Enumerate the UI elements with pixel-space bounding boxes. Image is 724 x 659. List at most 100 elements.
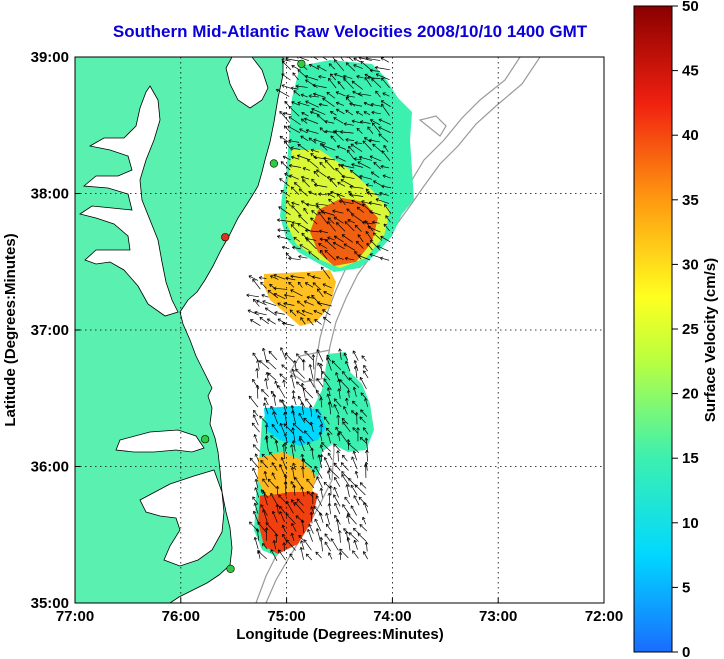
velocity-arrow: [322, 309, 331, 316]
velocity-arrow-head: [323, 156, 327, 161]
velocity-arrow-head: [360, 409, 364, 413]
velocity-arrow-head: [334, 502, 338, 507]
velocity-arrow-head: [329, 73, 334, 77]
velocity-arrow-head: [348, 377, 353, 381]
velocity-arrow-head: [252, 444, 257, 448]
velocity-arrow: [296, 300, 305, 307]
velocity-arrow-head: [383, 223, 387, 227]
velocity-arrow: [274, 312, 285, 315]
velocity-arrow: [262, 348, 268, 363]
velocity-arrow: [367, 226, 381, 233]
y-tick-label: 35:00: [31, 595, 69, 612]
velocity-arrow: [339, 431, 348, 443]
velocity-arrow: [380, 257, 390, 261]
velocity-arrow-head: [349, 185, 353, 189]
velocity-arrow: [289, 165, 302, 168]
velocity-arrow-head: [285, 513, 289, 517]
velocity-arrow-head: [301, 459, 306, 463]
velocity-arrow-head: [290, 444, 294, 448]
velocity-arrow-head: [369, 119, 374, 123]
velocity-arrow: [336, 518, 340, 531]
velocity-arrow-head: [355, 111, 360, 115]
velocity-arrow-head: [368, 201, 372, 205]
velocity-arrow: [334, 502, 341, 515]
velocity-arrow-head: [304, 117, 308, 122]
velocity-arrow: [291, 156, 300, 160]
velocity-arrow: [270, 435, 278, 442]
velocity-arrow: [336, 102, 345, 106]
velocity-arrow-head: [353, 365, 358, 370]
velocity-arrow: [316, 205, 326, 215]
velocity-arrow: [249, 457, 260, 469]
velocity-arrow-head: [279, 505, 283, 510]
velocity-arrow-head: [266, 318, 271, 322]
velocity-arrow-head: [306, 295, 310, 300]
velocity-arrow-head: [327, 221, 331, 225]
velocity-arrow: [364, 77, 372, 87]
x-tick-label: 76:00: [162, 608, 200, 625]
velocity-arrow: [373, 161, 382, 170]
velocity-arrow-head: [270, 275, 274, 279]
velocity-arrow: [273, 274, 286, 280]
velocity-arrow: [358, 57, 372, 61]
velocity-arrow-head: [316, 169, 320, 173]
velocity-arrow: [351, 213, 363, 222]
velocity-arrow-head: [335, 372, 339, 376]
velocity-arrow-head: [306, 491, 310, 495]
velocity-arrow-head: [363, 111, 367, 115]
velocity-arrow-head: [268, 350, 272, 355]
velocity-arrow-head: [284, 352, 289, 357]
velocity-arrow-head: [335, 108, 340, 113]
velocity-arrow-head: [316, 378, 320, 382]
velocity-arrow: [304, 350, 314, 361]
velocity-arrow: [277, 219, 292, 222]
velocity-arrow: [275, 440, 279, 452]
velocity-arrow: [367, 126, 374, 135]
velocity-arrow-head: [279, 110, 283, 115]
velocity-arrow: [303, 207, 309, 215]
velocity-arrow: [351, 120, 362, 124]
velocity-arrow-head: [261, 453, 265, 458]
velocity-arrow-head: [320, 143, 324, 147]
velocity-arrow: [277, 235, 291, 240]
velocity-arrow: [321, 371, 331, 381]
velocity-arrow: [326, 523, 333, 532]
velocity-arrow-head: [359, 416, 363, 420]
velocity-arrow: [371, 78, 382, 88]
velocity-arrow-head: [335, 101, 340, 106]
velocity-arrow: [254, 502, 259, 514]
velocity-arrow-head: [291, 427, 295, 431]
velocity-arrow: [281, 84, 292, 89]
velocity-arrow: [252, 467, 259, 480]
radar-station-dot: [269, 159, 279, 168]
velocity-arrow: [364, 137, 371, 143]
velocity-arrow-head: [267, 290, 272, 294]
y-tick-label: 36:00: [31, 459, 69, 476]
velocity-arrow: [279, 178, 290, 187]
velocity-arrow: [327, 217, 335, 224]
velocity-arrow: [314, 319, 322, 325]
velocity-arrow-head: [279, 135, 283, 140]
velocity-arrow: [333, 130, 344, 141]
velocity-arrow-head: [265, 522, 269, 526]
velocity-arrow: [356, 75, 364, 79]
velocity-arrow-head: [354, 484, 359, 488]
velocity-arrow-head: [274, 311, 278, 315]
velocity-arrow: [290, 481, 296, 488]
velocity-arrow: [357, 161, 371, 169]
velocity-arrow: [310, 153, 318, 160]
velocity-arrow-head: [301, 466, 305, 470]
velocity-arrow-head: [379, 191, 383, 196]
velocity-arrow-head: [356, 427, 360, 431]
velocity-arrow: [371, 171, 380, 178]
velocity-arrow-head: [316, 349, 320, 353]
velocity-arrow-head: [348, 190, 352, 195]
velocity-arrow: [304, 118, 319, 124]
velocity-arrow-head: [340, 179, 344, 183]
velocity-arrow-head: [246, 293, 250, 298]
velocity-arrow: [351, 163, 364, 168]
velocity-arrow: [383, 204, 392, 214]
velocity-arrow-head: [343, 352, 348, 357]
velocity-arrow-head: [288, 116, 292, 120]
velocity-arrow: [284, 433, 288, 444]
